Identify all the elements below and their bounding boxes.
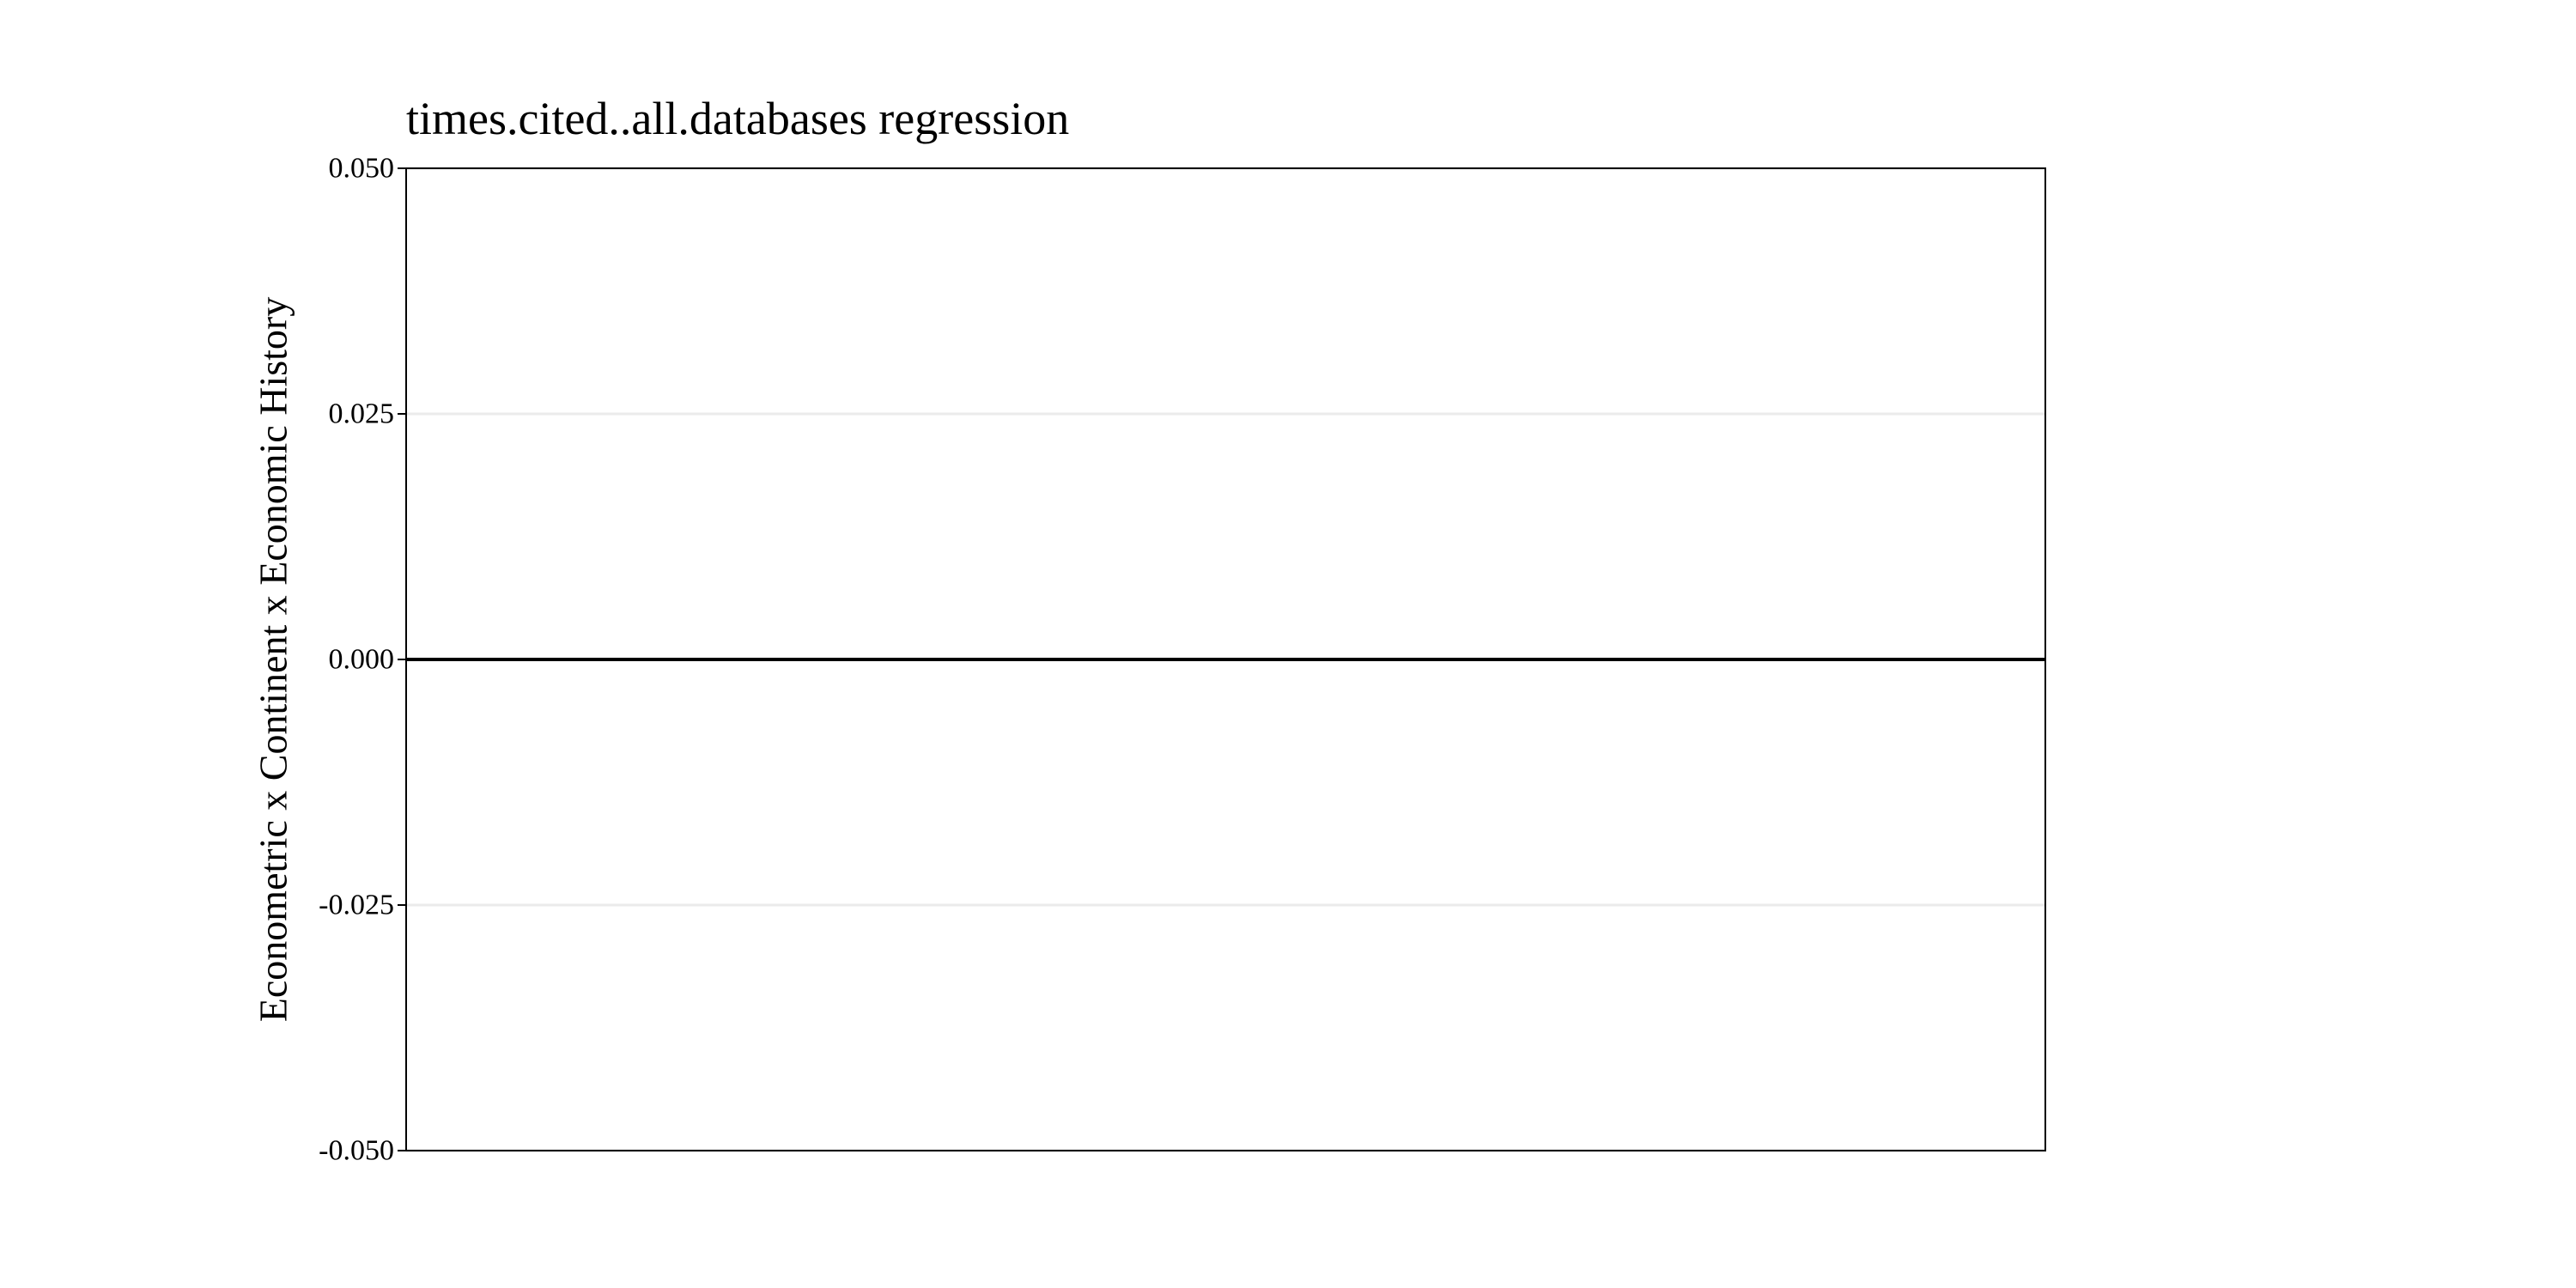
y-axis-label: Econometric x Continent x Economic Histo… — [252, 297, 295, 1022]
y-tick-label: 0.000 — [329, 644, 395, 676]
y-tick-label: -0.050 — [319, 1135, 394, 1167]
chart-title: times.cited..all.databases regression — [406, 93, 1069, 144]
y-tick-label: -0.025 — [319, 890, 394, 921]
y-tick-label: 0.025 — [329, 398, 395, 430]
y-tick-label: 0.050 — [329, 153, 395, 185]
y-axis-ticks: 0.050 0.025 0.000 -0.025 -0.050 — [319, 153, 406, 1167]
